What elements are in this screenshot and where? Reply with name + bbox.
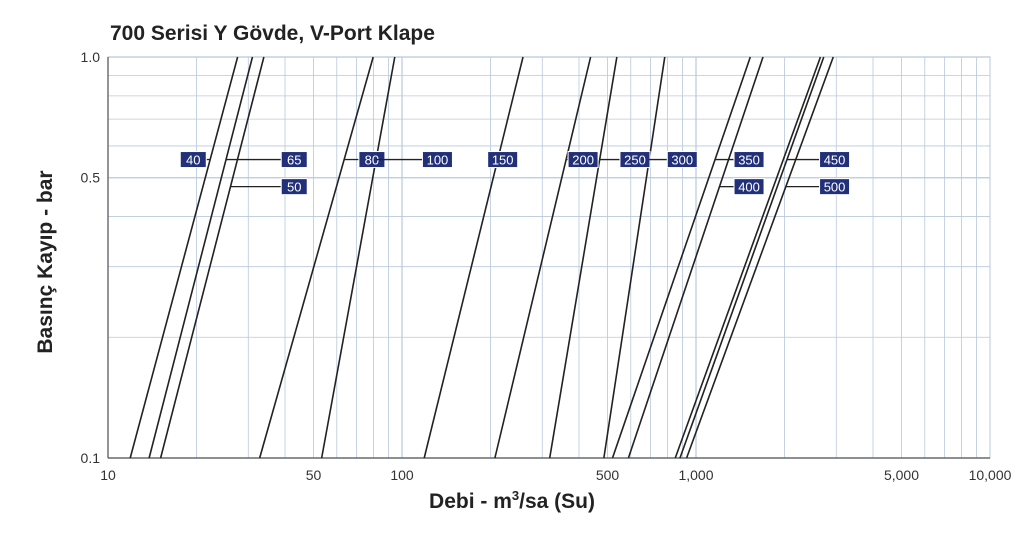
- curves: [129, 56, 835, 459]
- size-label-350: 350: [738, 153, 760, 168]
- plot-border: [107, 56, 991, 459]
- tick-labels: 10 50 100 500 1,000 5,000 10,000 0.1 0.5 1.0: [81, 49, 1012, 483]
- y-tick-label: 0.1: [81, 450, 101, 466]
- size-label-box-100: [421, 151, 453, 169]
- x-tick-label: 1,000: [678, 467, 713, 483]
- curve-line-300: [603, 56, 666, 459]
- size-label-box-450: [819, 151, 851, 169]
- x-axis-label-prefix: Debi - m: [429, 490, 512, 513]
- size-label-50: 50: [287, 180, 301, 195]
- y-tick-label: 0.5: [81, 170, 101, 186]
- x-tick-label: 5,000: [884, 467, 919, 483]
- curve-line-50: [159, 56, 265, 459]
- size-label-250: 250: [624, 153, 646, 168]
- curve-line-500: [685, 56, 835, 459]
- curve-line-350: [611, 56, 752, 459]
- curve-line-450: [679, 56, 825, 459]
- y-axis-label: Basınç Kayıp - bar: [34, 170, 57, 354]
- size-label-box-350: [733, 151, 765, 169]
- curve-line-200: [494, 56, 592, 459]
- size-label-40: 40: [186, 153, 200, 168]
- curve-line-250: [548, 56, 618, 459]
- curve-line-100: [320, 56, 396, 459]
- x-tick-label: 10: [100, 467, 116, 483]
- size-labels: 40 65 50 80 100 150 200 250 300 350 400 450 500: [179, 151, 851, 196]
- size-label-450: 450: [824, 153, 846, 168]
- size-label-box-50: [280, 178, 308, 196]
- x-tick-label: 100: [390, 467, 414, 483]
- chart-title: 700 Serisi Y Gövde, V-Port Klape: [110, 22, 435, 45]
- x-tick-label: 500: [596, 467, 620, 483]
- y-tick-label: 1.0: [81, 49, 101, 65]
- x-axis-label: Debi - m3/sa (Su): [0, 488, 1024, 514]
- x-axis-label-superscript: 3: [511, 488, 520, 503]
- size-label-65: 65: [287, 153, 301, 168]
- size-label-box-300: [666, 151, 698, 169]
- x-axis-label-suffix: /sa (Su): [519, 490, 595, 513]
- curve-line-extra-0: [674, 56, 822, 459]
- size-label-box-200: [567, 151, 599, 169]
- curve-line-65: [148, 56, 254, 459]
- size-label-box-400: [733, 178, 765, 196]
- size-label-150: 150: [492, 153, 514, 168]
- curve-line-400: [627, 56, 764, 459]
- size-label-300: 300: [671, 153, 693, 168]
- size-label-box-40: [179, 151, 207, 169]
- curve-line-150: [423, 56, 524, 459]
- curve-line-80: [258, 56, 374, 459]
- grid: [107, 56, 991, 459]
- size-label-500: 500: [824, 180, 846, 195]
- x-tick-label: 10,000: [969, 467, 1012, 483]
- size-label-100: 100: [427, 153, 449, 168]
- size-label-400: 400: [738, 180, 760, 195]
- size-label-200: 200: [572, 153, 594, 168]
- size-label-80: 80: [365, 153, 379, 168]
- x-tick-label: 50: [306, 467, 322, 483]
- size-label-box-500: [819, 178, 851, 196]
- curve-line-40: [129, 56, 239, 459]
- size-label-box-150: [487, 151, 519, 169]
- size-label-box-65: [280, 151, 308, 169]
